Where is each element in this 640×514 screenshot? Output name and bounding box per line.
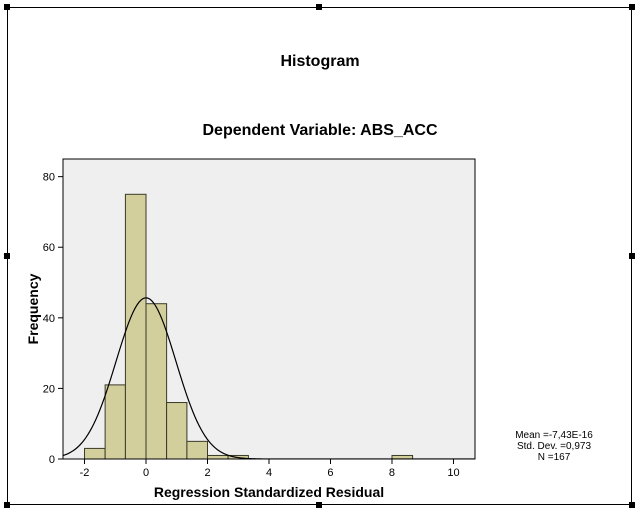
stats-box: Mean =-7,43E-16 Std. Dev. =0,973 N =167	[504, 430, 604, 463]
resize-handle-top-right[interactable]	[629, 4, 635, 10]
resize-handle-bottom-right[interactable]	[629, 502, 635, 508]
resize-handle-top-left[interactable]	[4, 4, 10, 10]
stat-n: N =167	[537, 452, 571, 463]
chart-title: Histogram	[280, 53, 360, 70]
x-tick-label-8: 8	[389, 467, 395, 479]
y-tick-label-60: 60	[43, 242, 55, 254]
x-axis-label: Regression Standardized Residual	[154, 484, 384, 500]
y-axis-label: Frequency	[25, 273, 41, 344]
resize-handle-bottom[interactable]	[316, 502, 322, 508]
histogram-bar-5	[186, 440, 209, 459]
resize-handle-bottom-left[interactable]	[4, 502, 10, 508]
x-tick-label--2: -2	[80, 467, 90, 479]
histogram-bar-0	[84, 447, 106, 459]
y-tick-label-80: 80	[43, 172, 55, 184]
x-tick-label-4: 4	[266, 467, 272, 479]
histogram-bar-4	[166, 402, 188, 459]
stat-mean: Mean =-7,43E-16	[515, 430, 593, 441]
stat-std-dev: Std. Dev. =0,973	[516, 441, 592, 452]
histogram-bar-1	[104, 384, 126, 459]
y-tick-label-40: 40	[43, 313, 55, 325]
x-tick-label-10: 10	[447, 467, 459, 479]
x-tick-label-6: 6	[327, 467, 333, 479]
histogram-bar-6	[207, 454, 229, 459]
chart-subtitle: Dependent Variable: ABS_ACC	[202, 122, 438, 139]
y-tick-label-0: 0	[49, 454, 55, 466]
resize-handle-right[interactable]	[629, 253, 635, 259]
resize-handle-left[interactable]	[4, 253, 10, 259]
x-tick-label-2: 2	[204, 467, 210, 479]
x-tick-label-0: 0	[143, 467, 149, 479]
histogram-bar-2	[124, 193, 147, 459]
resize-handle-top[interactable]	[316, 4, 322, 10]
y-tick-label-20: 20	[43, 383, 55, 395]
histogram-bar-3	[145, 303, 168, 459]
